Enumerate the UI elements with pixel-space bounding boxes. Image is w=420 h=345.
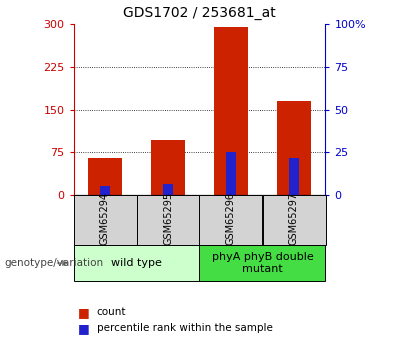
Bar: [88, 158, 122, 195]
Bar: [74, 245, 200, 281]
Text: percentile rank within the sample: percentile rank within the sample: [97, 324, 273, 333]
Text: GSM65294: GSM65294: [100, 193, 110, 245]
Bar: [100, 186, 110, 195]
Bar: [136, 195, 200, 245]
Bar: [289, 158, 299, 195]
Text: genotype/variation: genotype/variation: [4, 258, 103, 268]
Bar: [74, 195, 136, 245]
Text: count: count: [97, 307, 126, 317]
Bar: [163, 184, 173, 195]
Bar: [262, 195, 326, 245]
Text: wild type: wild type: [111, 258, 162, 268]
Text: GSM65297: GSM65297: [289, 193, 299, 246]
Text: ■: ■: [78, 322, 89, 335]
Bar: [277, 101, 311, 195]
Bar: [200, 245, 326, 281]
Text: phyA phyB double
mutant: phyA phyB double mutant: [212, 252, 313, 274]
Bar: [151, 140, 185, 195]
Text: ■: ■: [78, 306, 89, 319]
Bar: [214, 27, 248, 195]
Text: GSM65295: GSM65295: [163, 193, 173, 246]
Title: GDS1702 / 253681_at: GDS1702 / 253681_at: [123, 6, 276, 20]
Bar: [200, 195, 262, 245]
Bar: [226, 152, 236, 195]
Text: GSM65296: GSM65296: [226, 193, 236, 245]
